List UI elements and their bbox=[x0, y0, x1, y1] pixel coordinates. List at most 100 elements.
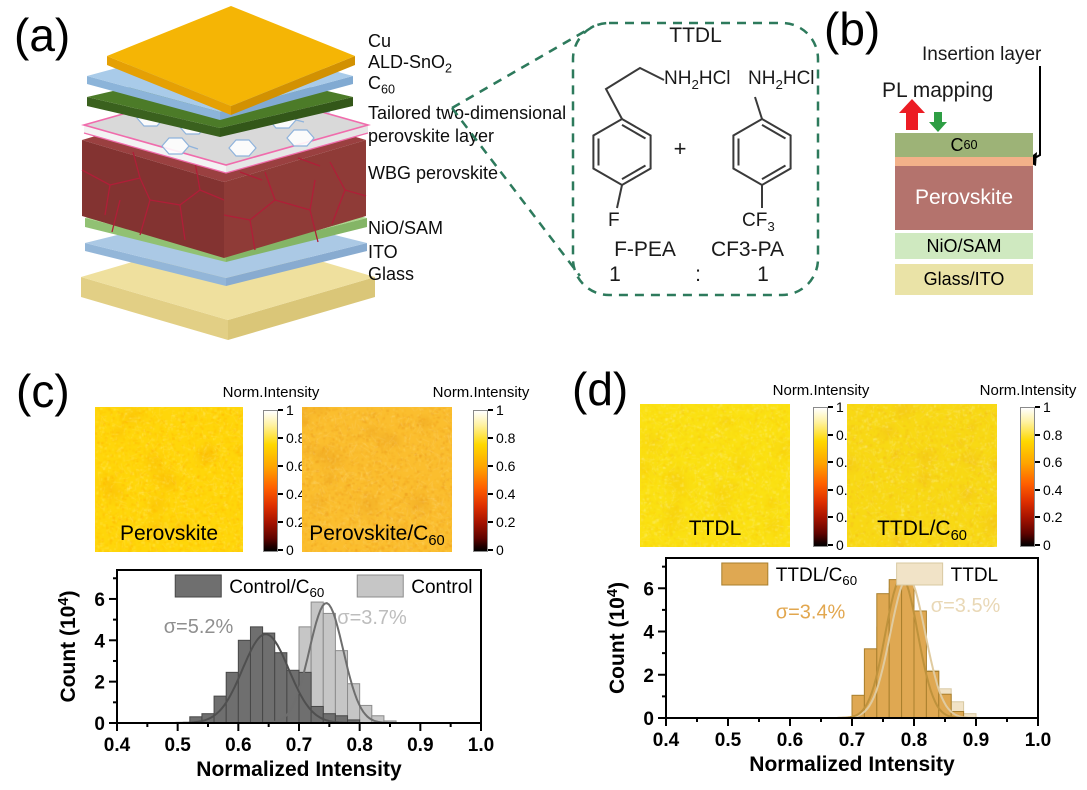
ratio-left: 1 bbox=[609, 263, 621, 286]
ttdl-callout-art bbox=[451, 21, 820, 297]
stack-label-nio-sam: NiO/SAM bbox=[368, 218, 444, 238]
colorbar-tick: 0.4 bbox=[488, 486, 515, 502]
amine-label-left: NH2HCl bbox=[664, 68, 731, 92]
colorbar-tick-labels-d2: 1 0.8 0.6 0.4 0.2 0 bbox=[1035, 399, 1071, 553]
hist-bar bbox=[274, 652, 288, 724]
y-tick-label: 0 bbox=[643, 709, 654, 730]
sigma-annotation: σ=3.7% bbox=[337, 607, 407, 629]
x-tick-label: 1.0 bbox=[1025, 730, 1051, 751]
legend-label: Control bbox=[411, 577, 472, 598]
map-caption: TTDL bbox=[688, 516, 742, 540]
y-tick-label: 4 bbox=[643, 623, 654, 644]
map-caption: Perovskite bbox=[119, 521, 219, 545]
x-tick-label: 0.9 bbox=[407, 735, 433, 756]
colorbar-tick-labels-c1: 1 0.8 0.6 0.4 0.2 0 bbox=[278, 402, 314, 558]
stack-label-2d-line1: Tailored two-dimensional bbox=[368, 103, 567, 123]
ttdl-dashed-box bbox=[571, 21, 820, 297]
hist-bar bbox=[876, 593, 890, 719]
pl-map-canvas bbox=[640, 404, 790, 547]
y-tick-label: 0 bbox=[94, 714, 105, 735]
x-tick-label: 0.6 bbox=[777, 730, 803, 751]
hist-bar bbox=[237, 639, 251, 724]
legend-swatch bbox=[356, 574, 404, 598]
panel-b-label: (b) bbox=[824, 3, 881, 55]
colorbar-tick: 0.6 bbox=[488, 458, 515, 474]
pl-map-ttdl: TTDL bbox=[640, 404, 790, 547]
fpea-molecule bbox=[592, 66, 665, 209]
cf3-label: CF3 bbox=[742, 210, 775, 234]
x-tick-label: 0.7 bbox=[839, 730, 865, 751]
ratio-colon: : bbox=[695, 263, 701, 286]
colorbar-tick: 0 bbox=[1035, 537, 1051, 553]
legend-label: Control/C60 bbox=[229, 577, 324, 600]
colorbar-tick: 0.8 bbox=[1035, 427, 1062, 443]
colorbar-title-c1: Norm.Intensity bbox=[222, 384, 320, 401]
b-layer-insertion bbox=[895, 157, 1033, 166]
pl-mapping-label: PL mapping bbox=[882, 79, 994, 102]
histogram-chart-ttdl: 0.4 0.5 0.6 0.7 0.8 0.9 1.0 0 2 4 6 Normalized Inte… bbox=[605, 557, 1051, 776]
y-tick-label: 6 bbox=[94, 590, 105, 611]
pl-map-perovskite-c60: Perovskite/C60 bbox=[302, 407, 452, 552]
insertion-pointer-line bbox=[1032, 66, 1041, 160]
b-layer-perovskite: Perovskite bbox=[895, 166, 1033, 230]
pl-map-canvas bbox=[302, 407, 452, 552]
x-tick-label: 0.4 bbox=[653, 730, 680, 751]
callout-dashed-lines bbox=[451, 21, 820, 297]
colorbar-tick: 0 bbox=[828, 537, 844, 553]
hist-bar bbox=[322, 612, 336, 724]
ratio-right: 1 bbox=[757, 263, 769, 286]
grain-boundaries bbox=[81, 151, 367, 251]
sigma-annotation: σ=3.5% bbox=[931, 595, 1001, 617]
legend-swatch bbox=[721, 562, 769, 586]
panel-b-annotations bbox=[899, 66, 1041, 166]
colorbar-d2 bbox=[1020, 407, 1035, 547]
stack-label-ald-sno2: ALD-SnO2 bbox=[368, 52, 453, 76]
stack-label-c60: C60 bbox=[368, 73, 396, 97]
x-axis-label: Normalized Intensity bbox=[196, 758, 402, 781]
x-tick-label: 0.8 bbox=[901, 730, 927, 751]
legend-swatch bbox=[174, 574, 222, 598]
y-tick-label: 2 bbox=[643, 666, 654, 687]
device-stack-illustration bbox=[81, 6, 375, 340]
colorbar-tick: 0.8 bbox=[488, 430, 515, 446]
colorbar-d1 bbox=[813, 407, 828, 547]
ttdl-title: TTDL bbox=[669, 24, 722, 47]
panel-d-label: (d) bbox=[572, 363, 629, 415]
colorbar-c2 bbox=[473, 410, 488, 552]
pl-map-ttdl-c60: TTDL/C60 bbox=[847, 404, 997, 547]
x-tick-label: 0.9 bbox=[963, 730, 989, 751]
x-tick-label: 0.8 bbox=[346, 735, 372, 756]
colorbar-tick: 1 bbox=[278, 402, 294, 418]
colorbar-tick: 0.2 bbox=[278, 514, 305, 530]
colorbar-tick: 1 bbox=[828, 399, 844, 415]
colorbar-tick: 0.6 bbox=[1035, 454, 1062, 470]
x-tick-label: 0.5 bbox=[164, 735, 191, 756]
panel-a-label: (a) bbox=[14, 9, 71, 61]
colorbar-tick-labels-c2: 1 0.8 0.6 0.4 0.2 0 bbox=[488, 402, 524, 558]
x-tick-label: 1.0 bbox=[468, 735, 494, 756]
cf3pa-molecule bbox=[732, 96, 792, 208]
colorbar-title-d1: Norm.Intensity bbox=[772, 382, 870, 399]
pl-map-perovskite: Perovskite bbox=[95, 407, 243, 552]
cu-layer-3d bbox=[107, 6, 355, 115]
panel-c-label: (c) bbox=[16, 365, 70, 417]
colorbar-tick: 0.2 bbox=[1035, 509, 1062, 525]
y-axis-label: Count (104) bbox=[605, 582, 629, 694]
pl-map-canvas bbox=[847, 404, 997, 547]
insertion-layer-label: Insertion layer bbox=[922, 44, 1042, 65]
pl-map-canvas bbox=[95, 407, 243, 552]
colorbar-tick: 1 bbox=[488, 402, 504, 418]
colorbar-tick: 0.4 bbox=[278, 486, 305, 502]
colorbar-tick: 0.4 bbox=[1035, 482, 1062, 498]
colorbar-tick: 0 bbox=[278, 542, 294, 558]
stack-label-2d-line2: perovskite layer bbox=[368, 126, 495, 146]
legend-label: TTDL bbox=[951, 565, 999, 586]
map-caption: Perovskite/C60 bbox=[309, 521, 445, 549]
b-layer-nio-sam: NiO/SAM bbox=[895, 233, 1033, 259]
x-tick-label: 0.4 bbox=[104, 735, 131, 756]
histogram-chart-control: 0.4 0.5 0.6 0.7 0.8 0.9 1.0 0 2 4 6 Normalized Inte… bbox=[56, 569, 494, 781]
map-caption: TTDL/C60 bbox=[877, 516, 967, 544]
stack-label-glass: Glass bbox=[368, 264, 415, 284]
stack-label-ito: ITO bbox=[368, 242, 398, 262]
